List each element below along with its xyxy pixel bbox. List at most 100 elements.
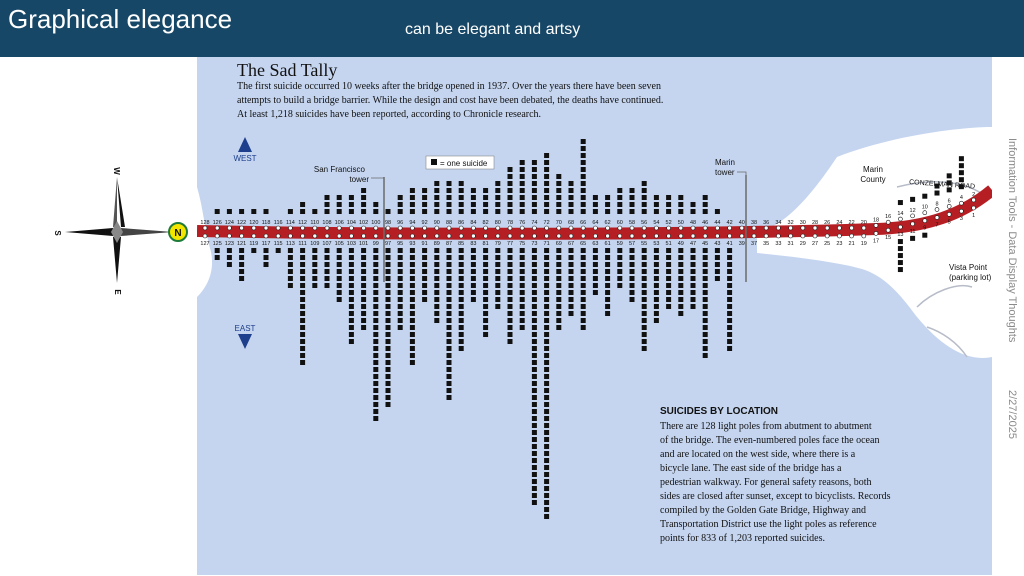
odd-pole-square bbox=[507, 269, 513, 274]
odd-pole-square bbox=[531, 248, 537, 253]
even-pole-label: 76 bbox=[519, 220, 525, 226]
even-pole-square bbox=[690, 209, 696, 214]
odd-pole-square bbox=[531, 451, 537, 456]
even-pole-square bbox=[507, 181, 513, 186]
odd-pole-square bbox=[446, 374, 452, 379]
odd-pole-square bbox=[397, 255, 403, 260]
location-line-1: There are 128 light poles from abutment … bbox=[660, 421, 872, 432]
odd-pole-square bbox=[544, 283, 550, 288]
odd-pole-label: 107 bbox=[322, 241, 331, 247]
even-pole-label: 86 bbox=[458, 220, 464, 226]
even-pole-square bbox=[544, 181, 550, 186]
odd-pole-square bbox=[446, 262, 452, 267]
odd-pole-square bbox=[446, 339, 452, 344]
even-pole-square bbox=[300, 202, 306, 207]
intro-line-3: At least 1,218 suicides have been report… bbox=[237, 109, 541, 120]
odd-pole-square bbox=[690, 304, 696, 309]
even-pole-marker bbox=[605, 225, 610, 231]
odd-pole-square bbox=[397, 276, 403, 281]
vista-point-label-1: Vista Point bbox=[949, 263, 988, 272]
even-pole-square bbox=[958, 177, 964, 183]
odd-pole-marker bbox=[763, 233, 769, 239]
odd-pole-marker bbox=[641, 233, 647, 239]
odd-pole-square bbox=[531, 339, 537, 344]
odd-pole-square bbox=[580, 325, 586, 330]
odd-pole-square bbox=[458, 269, 464, 274]
even-pole-marker bbox=[837, 225, 842, 231]
odd-pole-square bbox=[690, 255, 696, 260]
even-pole-label: 22 bbox=[849, 220, 855, 226]
odd-pole-square bbox=[897, 239, 903, 245]
odd-pole-square bbox=[690, 269, 696, 274]
odd-pole-label: 55 bbox=[641, 241, 647, 247]
odd-pole-label: 27 bbox=[812, 241, 818, 247]
even-pole-square bbox=[251, 209, 257, 214]
odd-pole-square bbox=[544, 416, 550, 421]
odd-pole-square bbox=[507, 290, 513, 295]
even-pole-label: 50 bbox=[678, 220, 684, 226]
odd-pole-label: 25 bbox=[824, 241, 830, 247]
odd-pole-marker bbox=[690, 233, 696, 239]
odd-pole-square bbox=[361, 262, 367, 267]
even-pole-label: 18 bbox=[873, 217, 879, 223]
marin-tower-label-2: tower bbox=[715, 168, 735, 177]
odd-pole-square bbox=[641, 325, 647, 330]
even-pole-label: 92 bbox=[422, 220, 428, 226]
even-pole-square bbox=[519, 181, 525, 186]
odd-pole-square bbox=[690, 262, 696, 267]
odd-pole-square bbox=[348, 304, 354, 309]
odd-pole-square bbox=[556, 325, 562, 330]
even-pole-marker bbox=[824, 225, 830, 231]
odd-pole-square bbox=[641, 262, 647, 267]
odd-pole-marker bbox=[385, 233, 391, 239]
odd-pole-marker bbox=[446, 233, 452, 239]
odd-pole-squares bbox=[214, 232, 928, 519]
even-pole-square bbox=[922, 193, 928, 199]
odd-pole-square bbox=[348, 332, 354, 337]
odd-pole-square bbox=[397, 283, 403, 288]
odd-pole-square bbox=[531, 395, 537, 400]
even-pole-square bbox=[519, 209, 525, 214]
odd-pole-square bbox=[617, 283, 623, 288]
odd-pole-square bbox=[556, 318, 562, 323]
location-line-8: Transportation District use the light po… bbox=[660, 519, 877, 530]
odd-pole-marker bbox=[214, 233, 220, 239]
odd-pole-square bbox=[324, 262, 330, 267]
odd-pole-square bbox=[348, 311, 354, 316]
odd-pole-marker bbox=[898, 224, 903, 230]
even-pole-marker bbox=[251, 225, 257, 231]
even-pole-marker bbox=[385, 225, 391, 231]
even-pole-square bbox=[519, 160, 525, 165]
even-pole-square bbox=[580, 195, 586, 200]
even-pole-marker bbox=[934, 207, 940, 212]
odd-pole-square bbox=[678, 248, 684, 253]
odd-pole-square bbox=[373, 297, 379, 302]
even-pole-marker bbox=[202, 225, 208, 231]
odd-pole-square bbox=[312, 276, 318, 281]
odd-pole-square bbox=[409, 262, 415, 267]
odd-pole-square bbox=[714, 276, 720, 281]
even-pole-square bbox=[946, 173, 952, 179]
odd-pole-square bbox=[544, 514, 550, 519]
odd-pole-square bbox=[446, 360, 452, 365]
even-pole-marker bbox=[873, 223, 879, 228]
odd-pole-square bbox=[556, 283, 562, 288]
odd-pole-square bbox=[544, 402, 550, 407]
even-pole-square bbox=[409, 195, 415, 200]
odd-pole-square bbox=[531, 276, 537, 281]
odd-pole-square bbox=[495, 248, 501, 253]
location-line-9: points for 833 of 1,203 reported suicide… bbox=[660, 533, 825, 544]
even-pole-label: 38 bbox=[751, 220, 757, 226]
even-pole-marker bbox=[922, 210, 928, 215]
even-pole-square bbox=[641, 181, 647, 186]
odd-pole-square bbox=[483, 269, 489, 274]
odd-pole-square bbox=[519, 290, 525, 295]
even-pole-square bbox=[580, 202, 586, 207]
odd-pole-square bbox=[544, 269, 550, 274]
odd-pole-square bbox=[544, 367, 550, 372]
conzelman-road-label: CONZELMAN ROAD bbox=[909, 179, 975, 191]
even-pole-square bbox=[422, 202, 428, 207]
odd-pole-square bbox=[373, 409, 379, 414]
even-pole-marker bbox=[227, 225, 232, 231]
even-pole-square bbox=[446, 181, 452, 186]
